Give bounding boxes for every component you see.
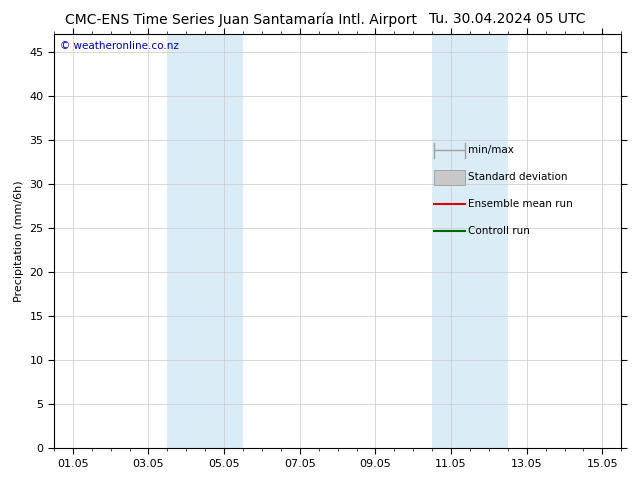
Bar [167,34,243,448]
Text: Ensemble mean run: Ensemble mean run [468,199,573,209]
Text: Tu. 30.04.2024 05 UTC: Tu. 30.04.2024 05 UTC [429,12,585,26]
Bar [434,170,465,185]
Bar [432,34,508,448]
Y-axis label: Precipitation (mm/6h): Precipitation (mm/6h) [14,180,24,302]
Text: © weatheronline.co.nz: © weatheronline.co.nz [60,41,178,50]
Text: CMC-ENS Time Series Juan Santamaría Intl. Airport: CMC-ENS Time Series Juan Santamaría Intl… [65,12,417,27]
Text: Controll run: Controll run [468,226,530,236]
Text: min/max: min/max [468,145,514,155]
Text: Standard deviation: Standard deviation [468,172,567,182]
